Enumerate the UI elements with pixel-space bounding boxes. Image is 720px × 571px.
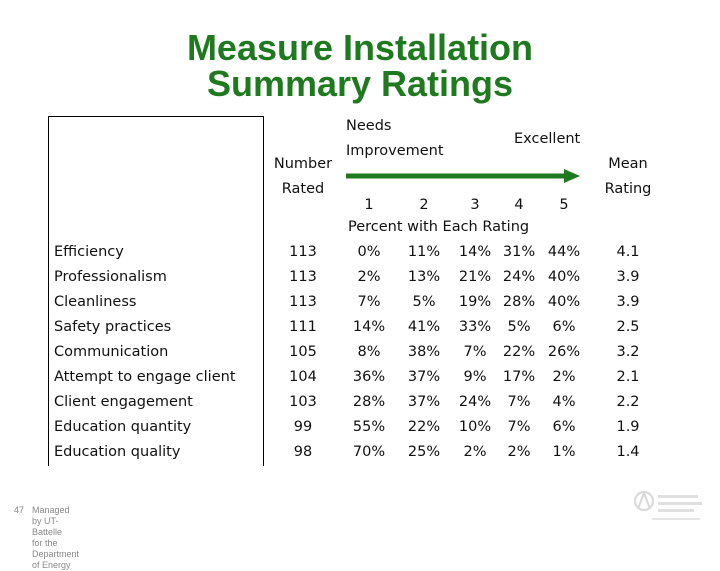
- row-mean-rating: 2.5: [616, 319, 640, 335]
- scale-label-4: 4: [514, 197, 524, 213]
- row-percent-3: 2%: [463, 444, 487, 460]
- header-mean: Mean: [608, 156, 648, 172]
- row-percent-1: 55%: [352, 419, 386, 435]
- row-number-rated: 103: [289, 394, 317, 410]
- scale-label-1: 1: [364, 197, 374, 213]
- row-mean-rating: 2.2: [616, 394, 640, 410]
- row-number-rated: 105: [289, 344, 317, 360]
- row-label: Client engagement: [54, 394, 193, 410]
- row-percent-5: 4%: [552, 394, 576, 410]
- title-line-2: Summary Ratings: [206, 63, 514, 104]
- row-percent-4: 24%: [502, 269, 536, 285]
- row-percent-5: 40%: [547, 294, 581, 310]
- row-percent-2: 37%: [407, 394, 441, 410]
- row-percent-1: 7%: [357, 294, 381, 310]
- row-percent-3: 24%: [458, 394, 492, 410]
- row-mean-rating: 3.9: [616, 269, 640, 285]
- ratings-table: Number Rated Needs Improvement Excellent…: [48, 116, 708, 466]
- row-percent-3: 10%: [458, 419, 492, 435]
- row-percent-1: 14%: [352, 319, 386, 335]
- slide-title: Measure Installation Summary Ratings: [0, 30, 720, 102]
- row-label: Attempt to engage client: [54, 369, 236, 385]
- row-percent-4: 31%: [502, 244, 536, 260]
- row-percent-3: 21%: [458, 269, 492, 285]
- row-percent-4: 2%: [507, 444, 531, 460]
- row-percent-1: 0%: [357, 244, 381, 260]
- row-number-rated: 113: [289, 269, 317, 285]
- row-label: Education quantity: [54, 419, 192, 435]
- row-percent-2: 38%: [407, 344, 441, 360]
- row-mean-rating: 1.4: [616, 444, 640, 460]
- row-percent-2: 22%: [407, 419, 441, 435]
- row-percent-4: 28%: [502, 294, 536, 310]
- row-number-rated: 104: [289, 369, 317, 385]
- row-number-rated: 98: [293, 444, 313, 460]
- footer-line-2: for the Department of Energy: [32, 538, 80, 570]
- row-mean-rating: 3.9: [616, 294, 640, 310]
- row-percent-4: 7%: [507, 394, 531, 410]
- table-border-labels-right: [263, 116, 264, 466]
- row-percent-4: 7%: [507, 419, 531, 435]
- oak-ridge-logo-icon: [634, 490, 702, 520]
- row-percent-2: 13%: [407, 269, 441, 285]
- row-percent-4: 17%: [502, 369, 536, 385]
- row-mean-rating: 3.2: [616, 344, 640, 360]
- row-percent-3: 19%: [458, 294, 492, 310]
- row-mean-rating: 2.1: [616, 369, 640, 385]
- row-number-rated: 111: [289, 319, 317, 335]
- row-number-rated: 113: [289, 294, 317, 310]
- row-percent-2: 25%: [407, 444, 441, 460]
- scale-label-3: 3: [470, 197, 480, 213]
- row-label: Safety practices: [54, 319, 172, 335]
- row-percent-5: 1%: [552, 444, 576, 460]
- title-line-1: Measure Installation: [186, 27, 534, 68]
- row-percent-2: 37%: [407, 369, 441, 385]
- row-percent-5: 6%: [552, 319, 576, 335]
- row-percent-5: 40%: [547, 269, 581, 285]
- row-percent-4: 22%: [502, 344, 536, 360]
- row-percent-1: 70%: [352, 444, 386, 460]
- row-percent-3: 33%: [458, 319, 492, 335]
- row-percent-5: 2%: [552, 369, 576, 385]
- row-percent-1: 28%: [352, 394, 386, 410]
- row-label: Cleanliness: [54, 294, 137, 310]
- rating-scale-arrow: [346, 169, 580, 183]
- row-percent-2: 5%: [412, 294, 436, 310]
- row-percent-4: 5%: [507, 319, 531, 335]
- header-rating: Rating: [604, 181, 652, 197]
- row-number-rated: 99: [293, 419, 313, 435]
- row-percent-5: 6%: [552, 419, 576, 435]
- row-label: Education quality: [54, 444, 181, 460]
- row-percent-2: 11%: [407, 244, 441, 260]
- row-percent-2: 41%: [407, 319, 441, 335]
- footer-credit: Managed by UT-Battelle for the Departmen…: [32, 505, 79, 571]
- table-border-left: [48, 116, 49, 466]
- row-mean-rating: 1.9: [616, 419, 640, 435]
- footer-line-1: Managed by UT-Battelle: [32, 505, 70, 537]
- page-number: 47: [14, 505, 25, 515]
- row-mean-rating: 4.1: [616, 244, 640, 260]
- header-excellent: Excellent: [514, 131, 581, 147]
- header-number: Number: [273, 156, 333, 172]
- row-label: Professionalism: [54, 269, 167, 285]
- table-border-top: [48, 116, 264, 117]
- row-label: Efficiency: [54, 244, 124, 260]
- row-percent-5: 44%: [547, 244, 581, 260]
- scale-label-2: 2: [419, 197, 429, 213]
- header-improvement: Improvement: [346, 143, 444, 159]
- row-percent-5: 26%: [547, 344, 581, 360]
- row-percent-3: 14%: [458, 244, 492, 260]
- percent-caption: Percent with Each Rating: [348, 219, 530, 235]
- row-number-rated: 113: [289, 244, 317, 260]
- row-percent-1: 8%: [357, 344, 381, 360]
- row-percent-3: 9%: [463, 369, 487, 385]
- header-rated: Rated: [281, 181, 325, 197]
- header-needs: Needs: [346, 118, 392, 134]
- row-percent-1: 36%: [352, 369, 386, 385]
- row-percent-3: 7%: [463, 344, 487, 360]
- row-percent-1: 2%: [357, 269, 381, 285]
- scale-label-5: 5: [559, 197, 569, 213]
- row-label: Communication: [54, 344, 169, 360]
